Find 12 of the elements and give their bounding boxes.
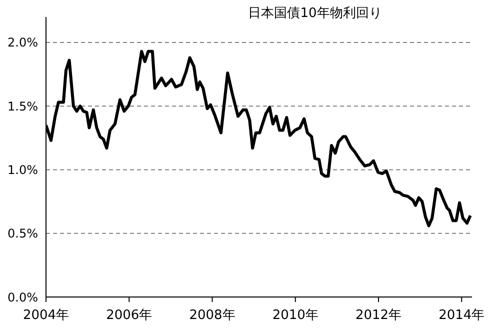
y-tick-label: 1.0%: [8, 162, 38, 177]
y-tick-label: 1.5%: [8, 99, 38, 114]
x-tick-label: 2008年: [189, 308, 236, 324]
chart-title: 日本国債10年物利回り: [247, 5, 383, 22]
x-tick-label: 2014年: [438, 308, 485, 324]
x-tick-label: 2004年: [22, 308, 70, 324]
y-tick-label: 2.0%: [8, 36, 38, 50]
x-tick-label: 2006年: [106, 308, 152, 324]
y-tick-label: 0.0%: [8, 290, 38, 304]
y-tick-label: 0.5%: [8, 226, 38, 241]
x-tick-label: 2010年: [272, 308, 318, 324]
x-tick-label: 2012年: [355, 308, 402, 324]
